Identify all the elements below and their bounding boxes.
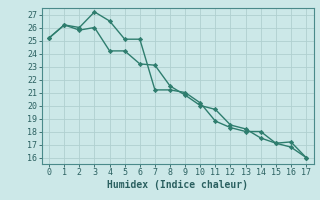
X-axis label: Humidex (Indice chaleur): Humidex (Indice chaleur) xyxy=(107,180,248,190)
